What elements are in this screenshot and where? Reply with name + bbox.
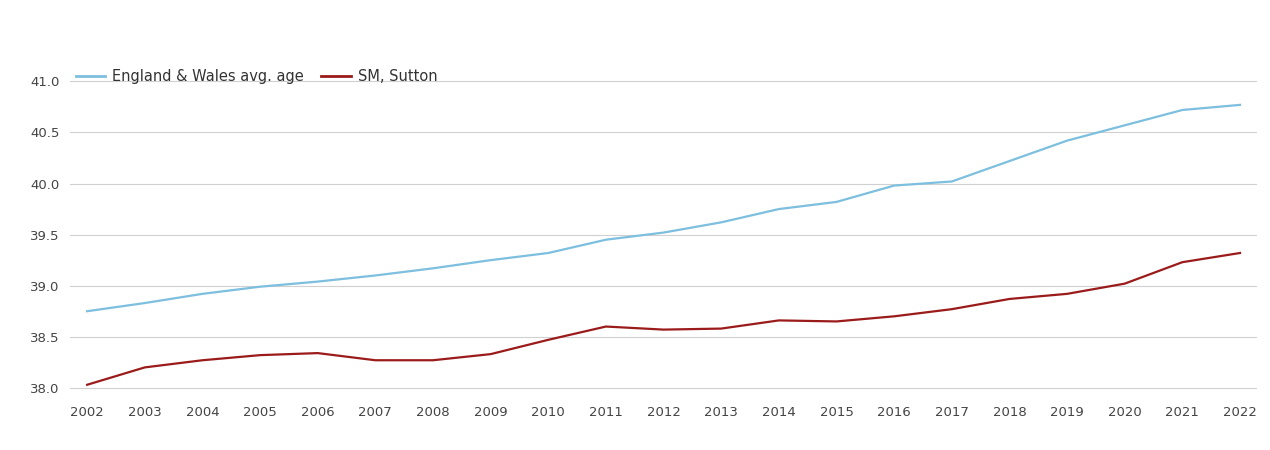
England & Wales avg. age: [425, 266, 441, 271]
SM, Sutton: [541, 337, 556, 342]
SM, Sutton: [80, 382, 95, 387]
England & Wales avg. age: [657, 230, 672, 235]
Legend: England & Wales avg. age, SM, Sutton: England & Wales avg. age, SM, Sutton: [70, 63, 443, 90]
SM, Sutton: [368, 358, 384, 363]
SM, Sutton: [253, 352, 268, 358]
England & Wales avg. age: [137, 300, 152, 306]
England & Wales avg. age: [1118, 122, 1133, 128]
SM, Sutton: [1232, 250, 1247, 256]
SM, Sutton: [829, 319, 845, 324]
SM, Sutton: [1175, 260, 1190, 265]
SM, Sutton: [310, 351, 325, 356]
SM, Sutton: [137, 364, 152, 370]
England & Wales avg. age: [944, 179, 959, 184]
England & Wales avg. age: [194, 291, 210, 297]
SM, Sutton: [483, 351, 498, 357]
SM, Sutton: [1002, 296, 1017, 302]
SM, Sutton: [771, 318, 786, 323]
SM, Sutton: [194, 358, 210, 363]
England & Wales avg. age: [829, 199, 845, 205]
SM, Sutton: [886, 314, 902, 319]
England & Wales avg. age: [1175, 107, 1190, 112]
England & Wales avg. age: [714, 220, 729, 225]
England & Wales avg. age: [541, 250, 556, 256]
SM, Sutton: [657, 327, 672, 332]
England & Wales avg. age: [310, 279, 325, 284]
England & Wales avg. age: [886, 183, 902, 188]
SM, Sutton: [1118, 281, 1133, 286]
England & Wales avg. age: [368, 273, 384, 278]
SM, Sutton: [598, 324, 613, 329]
SM, Sutton: [425, 358, 441, 363]
SM, Sutton: [1059, 291, 1074, 297]
SM, Sutton: [944, 306, 959, 312]
England & Wales avg. age: [253, 284, 268, 289]
Line: SM, Sutton: SM, Sutton: [88, 253, 1240, 385]
England & Wales avg. age: [1059, 138, 1074, 144]
England & Wales avg. age: [771, 207, 786, 212]
England & Wales avg. age: [1232, 102, 1247, 108]
England & Wales avg. age: [598, 237, 613, 243]
England & Wales avg. age: [1002, 158, 1017, 164]
SM, Sutton: [714, 326, 729, 331]
England & Wales avg. age: [483, 257, 498, 263]
Line: England & Wales avg. age: England & Wales avg. age: [88, 105, 1240, 311]
England & Wales avg. age: [80, 309, 95, 314]
